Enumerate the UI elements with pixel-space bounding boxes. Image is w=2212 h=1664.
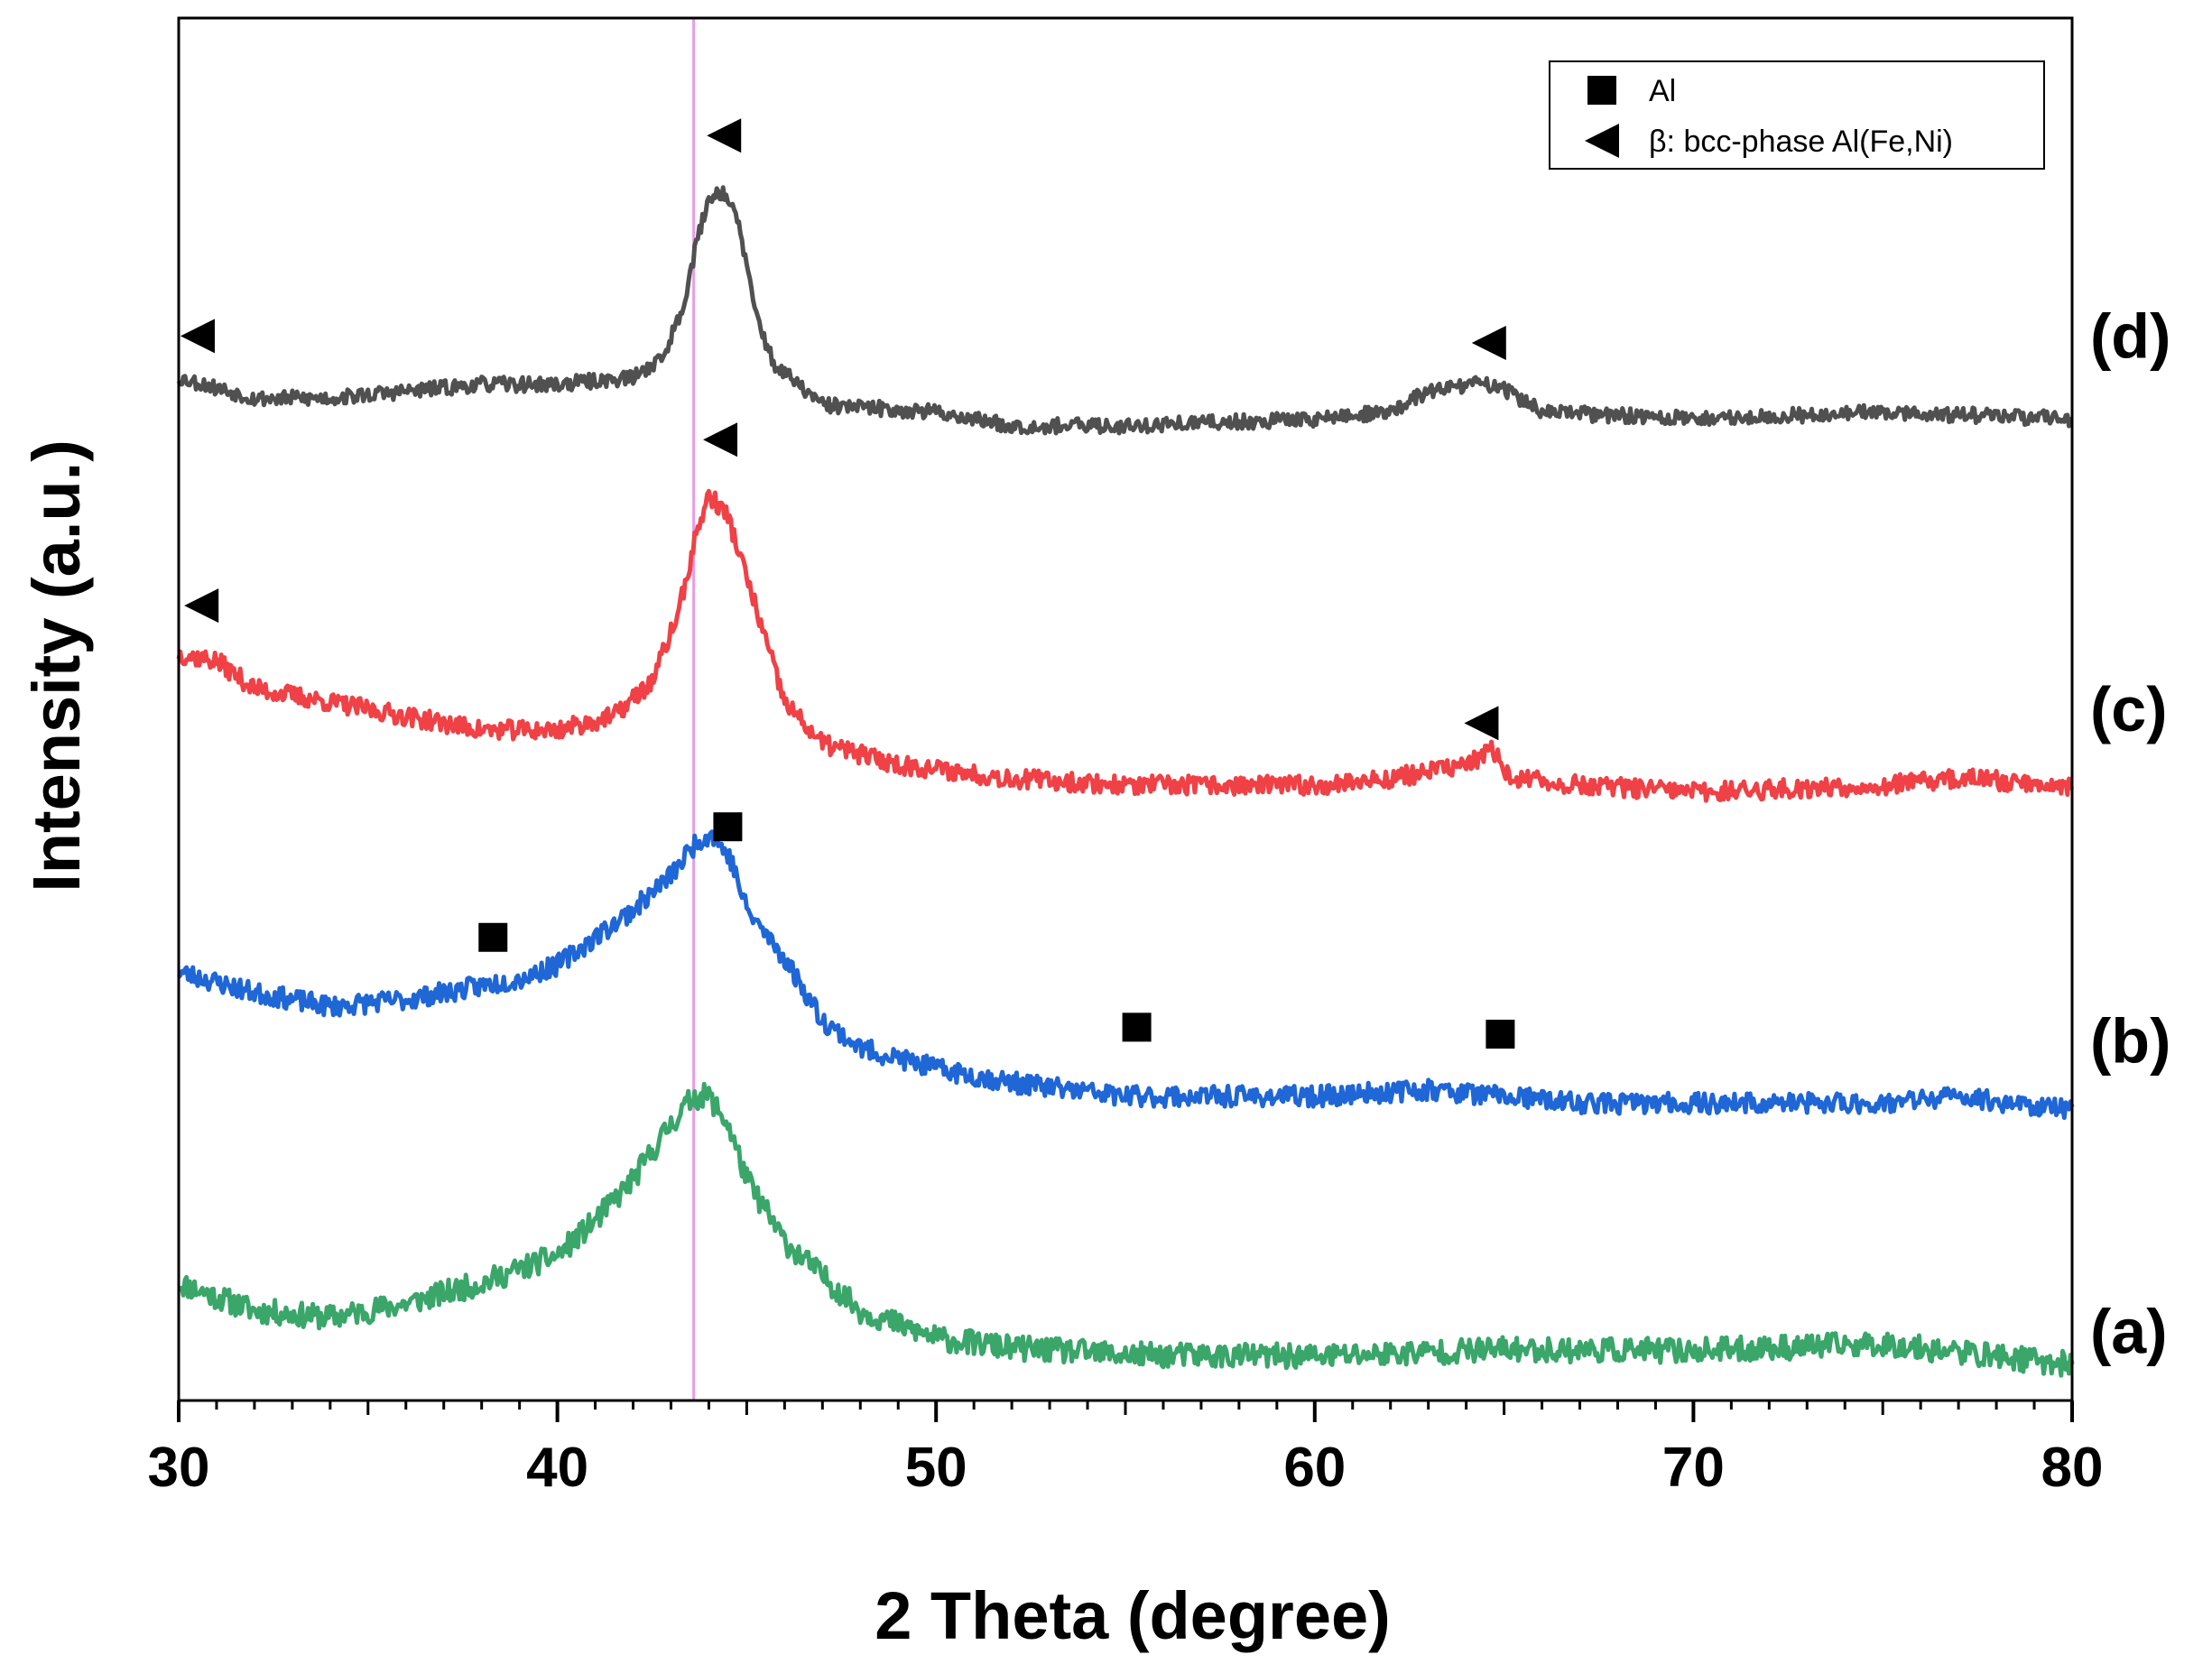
bcc-peak-marker-2 xyxy=(707,118,742,153)
label-layer: 2 Theta (degree) Intensity (a.u.) (a) (b)… xyxy=(19,300,2170,1653)
al-peak-marker-10 xyxy=(1485,1020,1515,1049)
series-label: (a) xyxy=(2090,1296,2168,1366)
bcc-peak-marker-1 xyxy=(180,319,215,354)
x-tick-label: 70 xyxy=(1662,1437,1725,1499)
x-tick-label: 60 xyxy=(1283,1437,1346,1499)
legend-label: Al xyxy=(1649,74,1676,108)
al-peak-marker-8 xyxy=(713,812,743,842)
x-axis-title: 2 Theta (degree) xyxy=(875,1578,1391,1653)
x-tick-label: 40 xyxy=(526,1437,588,1499)
legend-triangle-icon xyxy=(1585,124,1619,158)
legend-label: β: bcc-phase Al(Fe,Ni) xyxy=(1649,125,1953,159)
y-axis-title: Intensity (a.u.) xyxy=(19,439,94,892)
bcc-peak-marker-4 xyxy=(184,588,219,624)
al-peak-marker-7 xyxy=(478,922,508,952)
bcc-peak-marker-5 xyxy=(703,422,738,458)
series-line-2 xyxy=(177,829,2075,1121)
bcc-peak-marker-3 xyxy=(1471,326,1506,361)
axes-layer: 30 40 50 60 70 80 xyxy=(148,16,2104,1499)
legend-square-icon xyxy=(1587,76,1616,105)
series-line-3 xyxy=(176,488,2075,803)
legend-box xyxy=(1549,60,2045,170)
series-line-4 xyxy=(176,185,2073,436)
series-label: (d) xyxy=(2090,300,2170,371)
x-tick-label: 80 xyxy=(2041,1437,2104,1499)
legend: Al β: bcc-phase Al(Fe,Ni) xyxy=(1549,60,2045,170)
plot-frame xyxy=(177,16,2074,1402)
series-label: (c) xyxy=(2090,674,2168,744)
al-peak-marker-9 xyxy=(1122,1012,1152,1042)
x-tick-label: 50 xyxy=(905,1437,967,1499)
bcc-peak-marker-6 xyxy=(1464,706,1499,741)
x-tick-label: 30 xyxy=(148,1437,210,1499)
series-line-1 xyxy=(178,1081,2075,1378)
plot-layer xyxy=(176,18,2075,1401)
series-label: (b) xyxy=(2090,1006,2170,1077)
